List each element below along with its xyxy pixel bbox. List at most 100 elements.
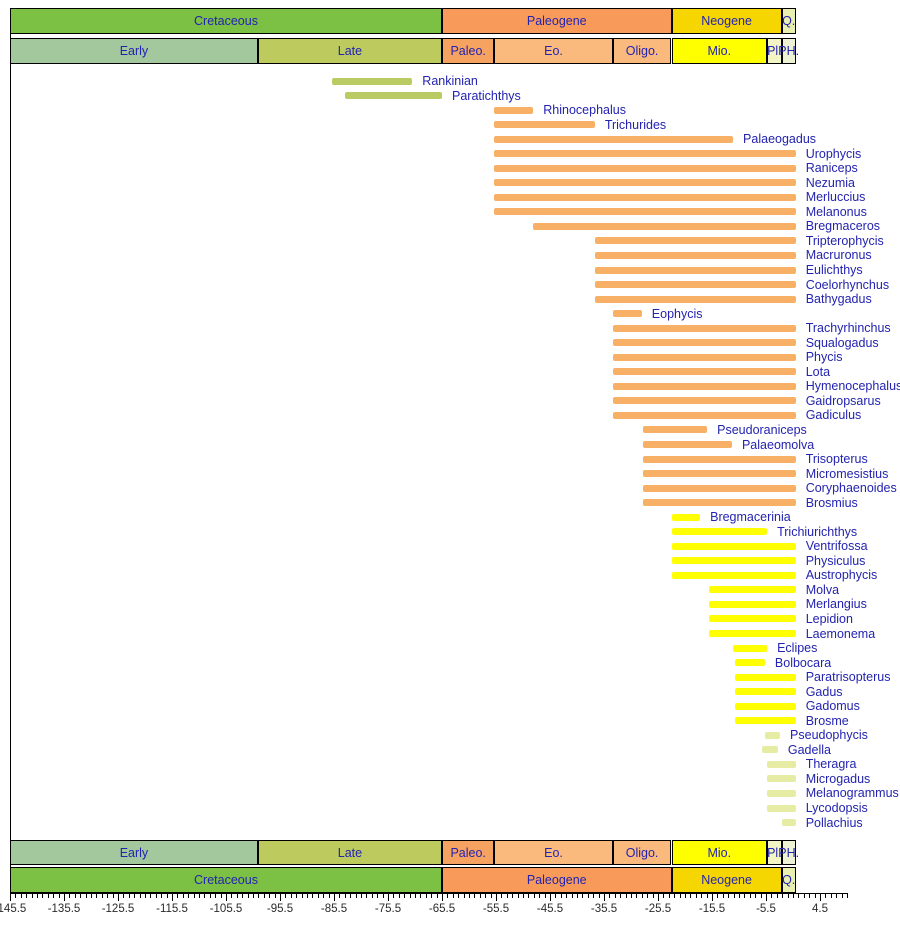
axis-major-tick bbox=[712, 894, 713, 901]
axis-minor-tick bbox=[15, 894, 17, 898]
axis-minor-tick bbox=[80, 894, 82, 898]
axis-tick-label: -105.5 bbox=[209, 903, 243, 915]
period-label: Paleogene bbox=[526, 14, 587, 28]
axis-minor-tick bbox=[523, 894, 524, 898]
axis-minor-tick bbox=[793, 894, 794, 898]
axis-minor-tick bbox=[231, 894, 233, 898]
range-bar-bregmacerinia bbox=[671, 513, 701, 521]
axis-minor-tick bbox=[242, 894, 244, 898]
axis-minor-tick bbox=[145, 894, 146, 898]
axis-tick-label: -95.5 bbox=[266, 903, 294, 915]
axis-major-tick bbox=[10, 894, 11, 901]
taxon-label-theragra: Theragra bbox=[805, 757, 857, 772]
axis-minor-tick bbox=[452, 894, 454, 898]
taxon-label-eclipes: Eclipes bbox=[777, 641, 818, 656]
period-label: Cretaceous bbox=[194, 14, 258, 28]
axis-minor-tick bbox=[220, 894, 222, 898]
axis-minor-tick bbox=[674, 894, 676, 898]
axis-minor-tick bbox=[74, 894, 76, 898]
axis-minor-tick bbox=[717, 894, 719, 898]
axis-minor-tick bbox=[188, 894, 190, 898]
axis-minor-tick bbox=[463, 894, 465, 898]
axis-minor-tick bbox=[323, 894, 325, 898]
period-label: Paleogene bbox=[526, 873, 587, 887]
axis-minor-tick bbox=[263, 894, 265, 898]
axis-tick-label: 4.5 bbox=[812, 903, 828, 915]
axis-minor-tick bbox=[469, 894, 470, 898]
axis-major-tick bbox=[658, 894, 659, 901]
range-bar-paratrisopterus bbox=[735, 673, 796, 681]
axis-minor-tick bbox=[344, 894, 346, 898]
axis-minor-tick bbox=[739, 894, 740, 898]
axis-minor-tick bbox=[26, 894, 28, 898]
range-bar-hymenocephalus bbox=[612, 382, 796, 390]
axis-minor-tick bbox=[425, 894, 427, 898]
taxon-label-phycis: Phycis bbox=[805, 350, 843, 365]
range-bar-brosme bbox=[735, 717, 796, 725]
axis-minor-tick bbox=[706, 894, 708, 898]
epoch-label: Paleo. bbox=[450, 845, 486, 860]
range-bar-squalogadus bbox=[612, 339, 796, 347]
range-bar-macruronus bbox=[594, 251, 796, 259]
range-bar-trisopterus bbox=[642, 455, 796, 463]
axis-tick-label: -125.5 bbox=[101, 903, 135, 915]
period-cell-q: Q. bbox=[781, 867, 796, 893]
axis-minor-tick bbox=[247, 894, 249, 898]
range-bar-eulichthys bbox=[594, 266, 796, 274]
axis-minor-tick bbox=[155, 894, 157, 898]
axis-minor-tick bbox=[663, 894, 665, 898]
range-bar-molva bbox=[709, 586, 796, 594]
axis-minor-tick bbox=[512, 894, 514, 898]
range-bar-pollachius bbox=[781, 819, 796, 827]
taxon-label-pollachius: Pollachius bbox=[805, 815, 863, 830]
axis-minor-tick bbox=[571, 894, 573, 898]
range-bar-bathygadus bbox=[594, 295, 796, 303]
taxon-label-brosme: Brosme bbox=[805, 713, 849, 728]
taxon-label-trichiurichthys: Trichiurichthys bbox=[777, 524, 858, 539]
epoch-label: PH. bbox=[778, 845, 800, 860]
epoch-label: Pl. bbox=[767, 845, 782, 860]
axis-minor-tick bbox=[830, 894, 832, 898]
axis-minor-tick bbox=[53, 894, 55, 898]
epoch-cell-eo: Eo. bbox=[494, 38, 613, 64]
axis-minor-tick bbox=[803, 894, 805, 898]
taxon-label-molva: Molva bbox=[805, 582, 840, 597]
range-bar-eophycis bbox=[612, 310, 642, 318]
taxon-label-paratichthys: Paratichthys bbox=[452, 88, 521, 103]
epoch-label: Paleo. bbox=[450, 44, 486, 58]
axis-major-tick bbox=[550, 894, 551, 901]
range-bar-theragra bbox=[767, 760, 796, 768]
epoch-cell-paleo: Paleo. bbox=[442, 840, 495, 865]
range-bar-ventrifossa bbox=[671, 542, 796, 550]
axis-minor-tick bbox=[517, 894, 519, 898]
taxon-label-lota: Lota bbox=[805, 364, 831, 379]
axis-minor-tick bbox=[209, 894, 211, 898]
axis-minor-tick bbox=[296, 894, 298, 898]
axis-minor-tick bbox=[355, 894, 357, 898]
axis-minor-tick bbox=[182, 894, 184, 898]
range-bar-nezumia bbox=[494, 179, 796, 187]
epoch-label: Mio. bbox=[707, 845, 732, 860]
epoch-cell-ph: PH. bbox=[778, 38, 799, 64]
axis-major-tick bbox=[388, 894, 389, 901]
range-bar-urophycis bbox=[494, 150, 796, 158]
axis-minor-tick bbox=[506, 894, 508, 898]
axis-minor-tick bbox=[382, 894, 384, 898]
axis-major-tick bbox=[118, 894, 119, 901]
axis-minor-tick bbox=[193, 894, 195, 898]
taxon-label-trachyrhinchus: Trachyrhinchus bbox=[805, 321, 891, 336]
range-bar-palaeomolva bbox=[642, 441, 732, 448]
taxon-label-pseudophycis: Pseudophycis bbox=[790, 728, 868, 743]
taxon-label-rankinian: Rankinian bbox=[422, 74, 478, 88]
axis-minor-tick bbox=[20, 894, 22, 898]
epoch-cell-early: Early bbox=[10, 38, 258, 64]
axis-minor-tick bbox=[96, 894, 98, 898]
axis-minor-tick bbox=[371, 894, 373, 898]
axis-minor-tick bbox=[814, 894, 816, 898]
axis-major-tick bbox=[766, 894, 767, 901]
range-bar-lycodopsis bbox=[767, 804, 796, 812]
axis-tick-label: -35.5 bbox=[590, 903, 618, 915]
axis-minor-tick bbox=[841, 894, 843, 898]
range-bar-raniceps bbox=[494, 164, 796, 172]
